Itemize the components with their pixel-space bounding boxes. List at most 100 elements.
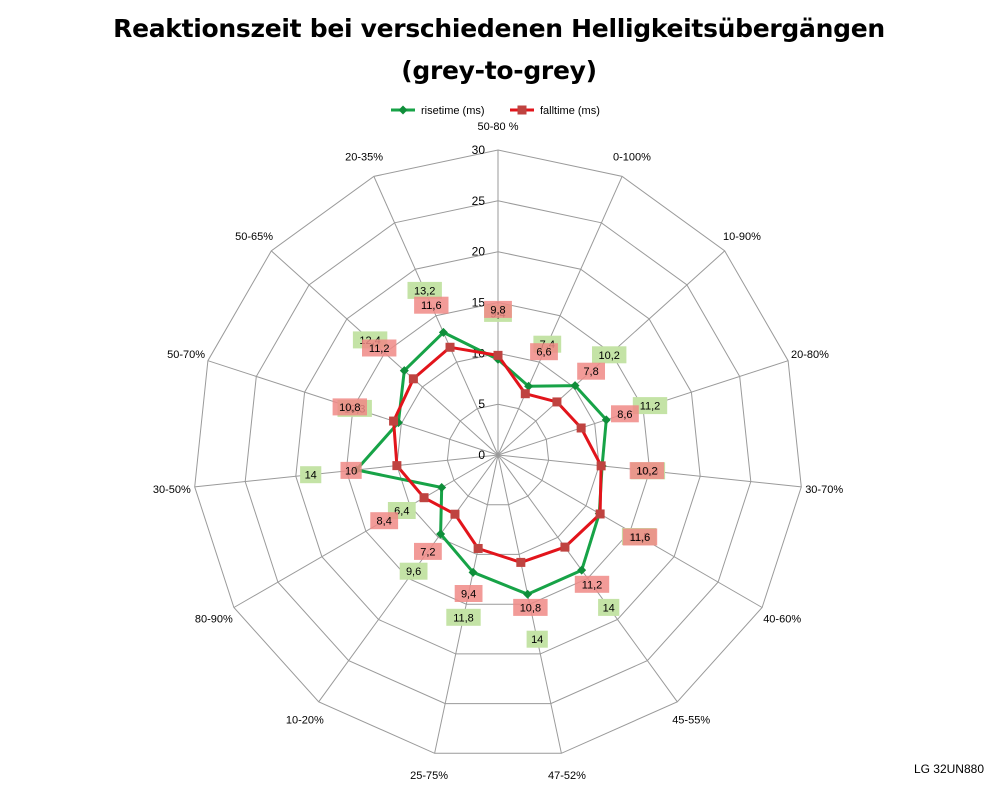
grid-ring-20 [295, 251, 701, 655]
legend-marker-risetime [398, 105, 408, 115]
tick-label: 20 [472, 245, 486, 259]
legend-marker-falltime [517, 105, 527, 115]
category-label: 10-20% [286, 715, 324, 727]
falltime-label-bg [340, 461, 362, 479]
falltime-point [389, 416, 399, 426]
falltime-point [596, 461, 606, 471]
falltime-data-label: 11,6 [630, 532, 651, 544]
grid-ring-15 [345, 301, 651, 605]
tick-label: 0 [478, 448, 485, 462]
falltime-point [493, 350, 503, 360]
falltime-label-bg [530, 343, 558, 361]
grid-ring-5 [446, 403, 550, 506]
axis-spoke [233, 454, 499, 608]
axis-spoke [434, 454, 499, 754]
falltime-label-bg [611, 405, 639, 423]
risetime-point [438, 327, 448, 337]
falltime-point [595, 509, 605, 519]
category-label: 30-70% [805, 484, 843, 496]
risetime-label-bg [592, 346, 627, 364]
risetime-point [523, 589, 533, 599]
model-watermark: LG 32UN880 [913, 762, 984, 776]
risetime-data-label: 10,2 [598, 350, 619, 362]
category-label: 20-35% [345, 151, 383, 163]
chart-title-line-2: (grey-to-grey) [401, 56, 597, 85]
falltime-label-bg [574, 575, 610, 593]
falltime-point [392, 461, 402, 471]
risetime-data-label: 14 [305, 470, 317, 482]
risetime-label-bg [598, 598, 620, 616]
legend-label: risetime (ms) [421, 105, 485, 117]
falltime-point [560, 542, 570, 552]
falltime-point [419, 493, 429, 503]
falltime-data-label: 10 [345, 465, 357, 477]
falltime-data-label: 11,2 [369, 343, 390, 355]
axis-spoke [497, 176, 623, 456]
falltime-point [552, 397, 562, 407]
falltime-label-bg [332, 398, 367, 416]
risetime-point [437, 483, 447, 493]
risetime-data-label: 13,2 [414, 285, 435, 297]
falltime-data-label: 11,2 [582, 579, 603, 591]
falltime-point [450, 509, 460, 519]
falltime-data-label: 7,2 [420, 546, 435, 558]
tick-label: 25 [472, 194, 486, 208]
grid-ring-25 [244, 200, 752, 705]
falltime-point [408, 374, 418, 384]
falltime-point [516, 557, 526, 567]
risetime-point [601, 415, 611, 425]
category-label: 50-80 % [478, 121, 519, 133]
falltime-data-label: 8,4 [377, 516, 392, 528]
falltime-label-bg [622, 528, 658, 546]
risetime-point [570, 381, 580, 391]
falltime-label-bg [362, 339, 397, 357]
category-label: 50-65% [235, 231, 273, 243]
chart-title: Reaktionszeit bei verschiedenen Helligke… [0, 8, 998, 92]
falltime-data-label: 7,8 [583, 366, 598, 378]
series-line-falltime [392, 345, 603, 564]
falltime-point [576, 423, 586, 433]
falltime-data-label: 10,8 [520, 602, 541, 614]
category-label: 40-60% [763, 614, 801, 626]
falltime-data-label: 10,2 [636, 466, 657, 478]
category-label: 25-75% [410, 770, 448, 782]
category-label: 45-55% [672, 715, 710, 727]
falltime-label-bg [370, 512, 399, 530]
chart-title-line-1: Reaktionszeit bei verschiedenen Helligke… [113, 14, 885, 43]
category-label: 50-70% [167, 349, 205, 361]
risetime-point [399, 366, 409, 376]
category-label: 0-100% [613, 151, 651, 163]
risetime-label-bg [632, 397, 668, 415]
risetime-label-bg [407, 281, 442, 299]
risetime-data-label: 11,8 [453, 612, 474, 624]
legend-label: falltime (ms) [540, 105, 600, 117]
axis-spoke [373, 176, 499, 456]
falltime-label-bg [414, 542, 442, 560]
falltime-point [520, 389, 530, 399]
falltime-label-bg [513, 598, 548, 616]
category-label: 30-50% [153, 484, 191, 496]
risetime-point [436, 529, 446, 539]
risetime-label-bg [526, 630, 548, 648]
risetime-data-label: 9,6 [406, 566, 421, 578]
falltime-point [473, 543, 483, 553]
falltime-label-bg [577, 362, 605, 380]
falltime-data-label: 9,4 [461, 589, 476, 601]
tick-label: 30 [472, 143, 486, 157]
falltime-data-label: 11,6 [421, 300, 442, 312]
risetime-label-bg [399, 562, 428, 580]
risetime-point [577, 565, 587, 575]
category-label: 47-52% [548, 770, 586, 782]
risetime-label-bg [300, 466, 322, 484]
risetime-point [468, 567, 478, 577]
category-label: 10-90% [723, 231, 761, 243]
grid-ring-30 [194, 149, 802, 754]
falltime-data-label: 10,8 [339, 402, 360, 414]
risetime-data-label: 14 [603, 602, 615, 614]
risetime-data-label: 11,2 [640, 401, 661, 413]
category-label: 20-80% [791, 349, 829, 361]
falltime-data-label: 8,6 [617, 409, 632, 421]
falltime-point [445, 342, 455, 352]
falltime-data-label: 6,6 [536, 347, 551, 359]
